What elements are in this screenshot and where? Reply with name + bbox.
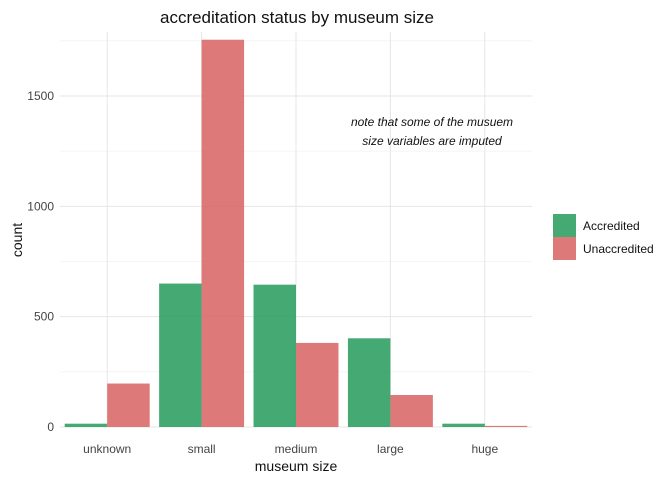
y-tick-label: 0 [47,420,54,434]
y-axis-title: count [9,223,25,257]
bar-unaccredited-medium [296,342,339,427]
chart-title: accreditation status by museum size [160,8,434,27]
bar-unaccredited-small [201,39,245,428]
x-tick-labels: unknown small medium large huge [83,442,498,456]
x-tick-label: medium [275,442,318,456]
bar-accredited-small [159,283,202,427]
y-tick-label: 1500 [27,89,54,103]
legend: Accredited Unaccredited [553,214,654,260]
bar-unaccredited-large [390,395,433,427]
bar-accredited-large [347,338,391,427]
x-axis-title: museum size [255,458,338,474]
y-tick-label: 500 [34,310,54,324]
bars [64,39,528,428]
y-tick-label: 1000 [27,199,54,213]
bar-unaccredited-huge [484,425,528,427]
x-tick-label: small [188,442,216,456]
legend-label-unaccredited: Unaccredited [583,242,654,256]
bar-accredited-medium [253,284,296,427]
legend-swatch-accredited [553,214,576,237]
annotation-line-1: note that some of the musuem [351,115,513,129]
legend-label-accredited: Accredited [583,219,640,233]
x-tick-label: unknown [83,442,131,456]
bar-unaccredited-unknown [107,383,150,427]
x-tick-label: huge [471,442,498,456]
legend-swatch-unaccredited [553,237,576,260]
bar-accredited-unknown [64,423,108,427]
annotation-line-2: size variables are imputed [362,134,502,148]
x-tick-label: large [377,442,404,456]
y-tick-labels: 0 500 1000 1500 [27,89,54,434]
bar-accredited-huge [442,423,485,427]
